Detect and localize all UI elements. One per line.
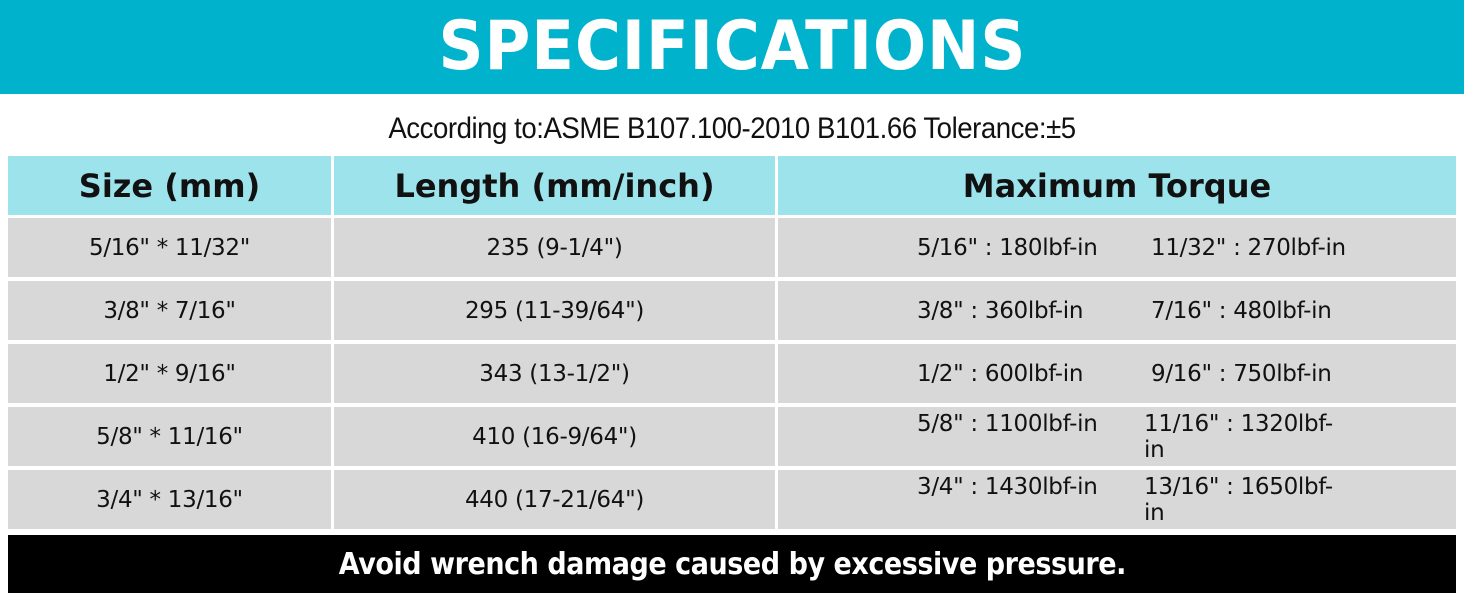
table-row: 5/8" * 11/16" 410 (16-9/64") 5/8" : 1100… (8, 407, 1456, 466)
table-row: 3/8" * 7/16" 295 (11-39/64") 3/8" : 360l… (8, 281, 1456, 340)
torque-large-end: 9/16" : 750lbf-in (1151, 360, 1332, 387)
length-cell: 235 (9-1/4") (334, 218, 778, 277)
table-row: 3/4" * 13/16" 440 (17-21/64") 3/4" : 143… (8, 470, 1456, 529)
column-header-torque: Maximum Torque (778, 156, 1456, 215)
torque-cell: 5/8" : 1100lbf-in 11/16" : 1320lbf-in (778, 407, 1456, 466)
size-cell: 5/8" * 11/16" (8, 407, 334, 466)
torque-small-end: 3/8" : 360lbf-in (917, 297, 1084, 324)
length-cell: 440 (17-21/64") (334, 470, 778, 529)
size-cell: 3/8" * 7/16" (8, 281, 334, 340)
warning-footer: Avoid wrench damage caused by excessive … (8, 535, 1456, 593)
torque-small-end: 1/2" : 600lbf-in (917, 360, 1084, 387)
torque-large-end: 7/16" : 480lbf-in (1151, 297, 1332, 324)
size-cell: 3/4" * 13/16" (8, 470, 334, 529)
torque-large-end: 11/32" : 270lbf-in (1151, 234, 1346, 261)
length-cell: 410 (16-9/64") (334, 407, 778, 466)
torque-cell: 5/16" : 180lbf-in 11/32" : 270lbf-in (778, 218, 1456, 277)
warning-text: Avoid wrench damage caused by excessive … (338, 546, 1126, 582)
torque-small-end: 3/4" : 1430lbf-in (917, 473, 1098, 500)
column-header-size: Size (mm) (8, 156, 334, 215)
table-row: 5/16" * 11/32" 235 (9-1/4") 5/16" : 180l… (8, 218, 1456, 277)
column-header-length: Length (mm/inch) (334, 156, 778, 215)
table-row: 1/2" * 9/16" 343 (13-1/2") 1/2" : 600lbf… (8, 344, 1456, 403)
torque-cell: 3/8" : 360lbf-in 7/16" : 480lbf-in (778, 281, 1456, 340)
page-title: SPECIFICATIONS (438, 7, 1026, 86)
torque-large-end: 11/16" : 1320lbf-in (1144, 410, 1333, 463)
torque-cell: 1/2" : 600lbf-in 9/16" : 750lbf-in (778, 344, 1456, 403)
standard-subtitle: According to:ASME B107.100-2010 B101.66 … (388, 112, 1076, 145)
torque-small-end: 5/16" : 180lbf-in (917, 234, 1098, 261)
length-cell: 295 (11-39/64") (334, 281, 778, 340)
size-cell: 1/2" * 9/16" (8, 344, 334, 403)
spec-table: Size (mm) Length (mm/inch) Maximum Torqu… (8, 156, 1456, 533)
length-cell: 343 (13-1/2") (334, 344, 778, 403)
title-banner: SPECIFICATIONS (0, 0, 1464, 94)
torque-cell: 3/4" : 1430lbf-in 13/16" : 1650lbf-in (778, 470, 1456, 529)
table-header-row: Size (mm) Length (mm/inch) Maximum Torqu… (8, 156, 1456, 215)
size-cell: 5/16" * 11/32" (8, 218, 334, 277)
torque-small-end: 5/8" : 1100lbf-in (917, 410, 1098, 437)
torque-large-end: 13/16" : 1650lbf-in (1144, 473, 1333, 526)
